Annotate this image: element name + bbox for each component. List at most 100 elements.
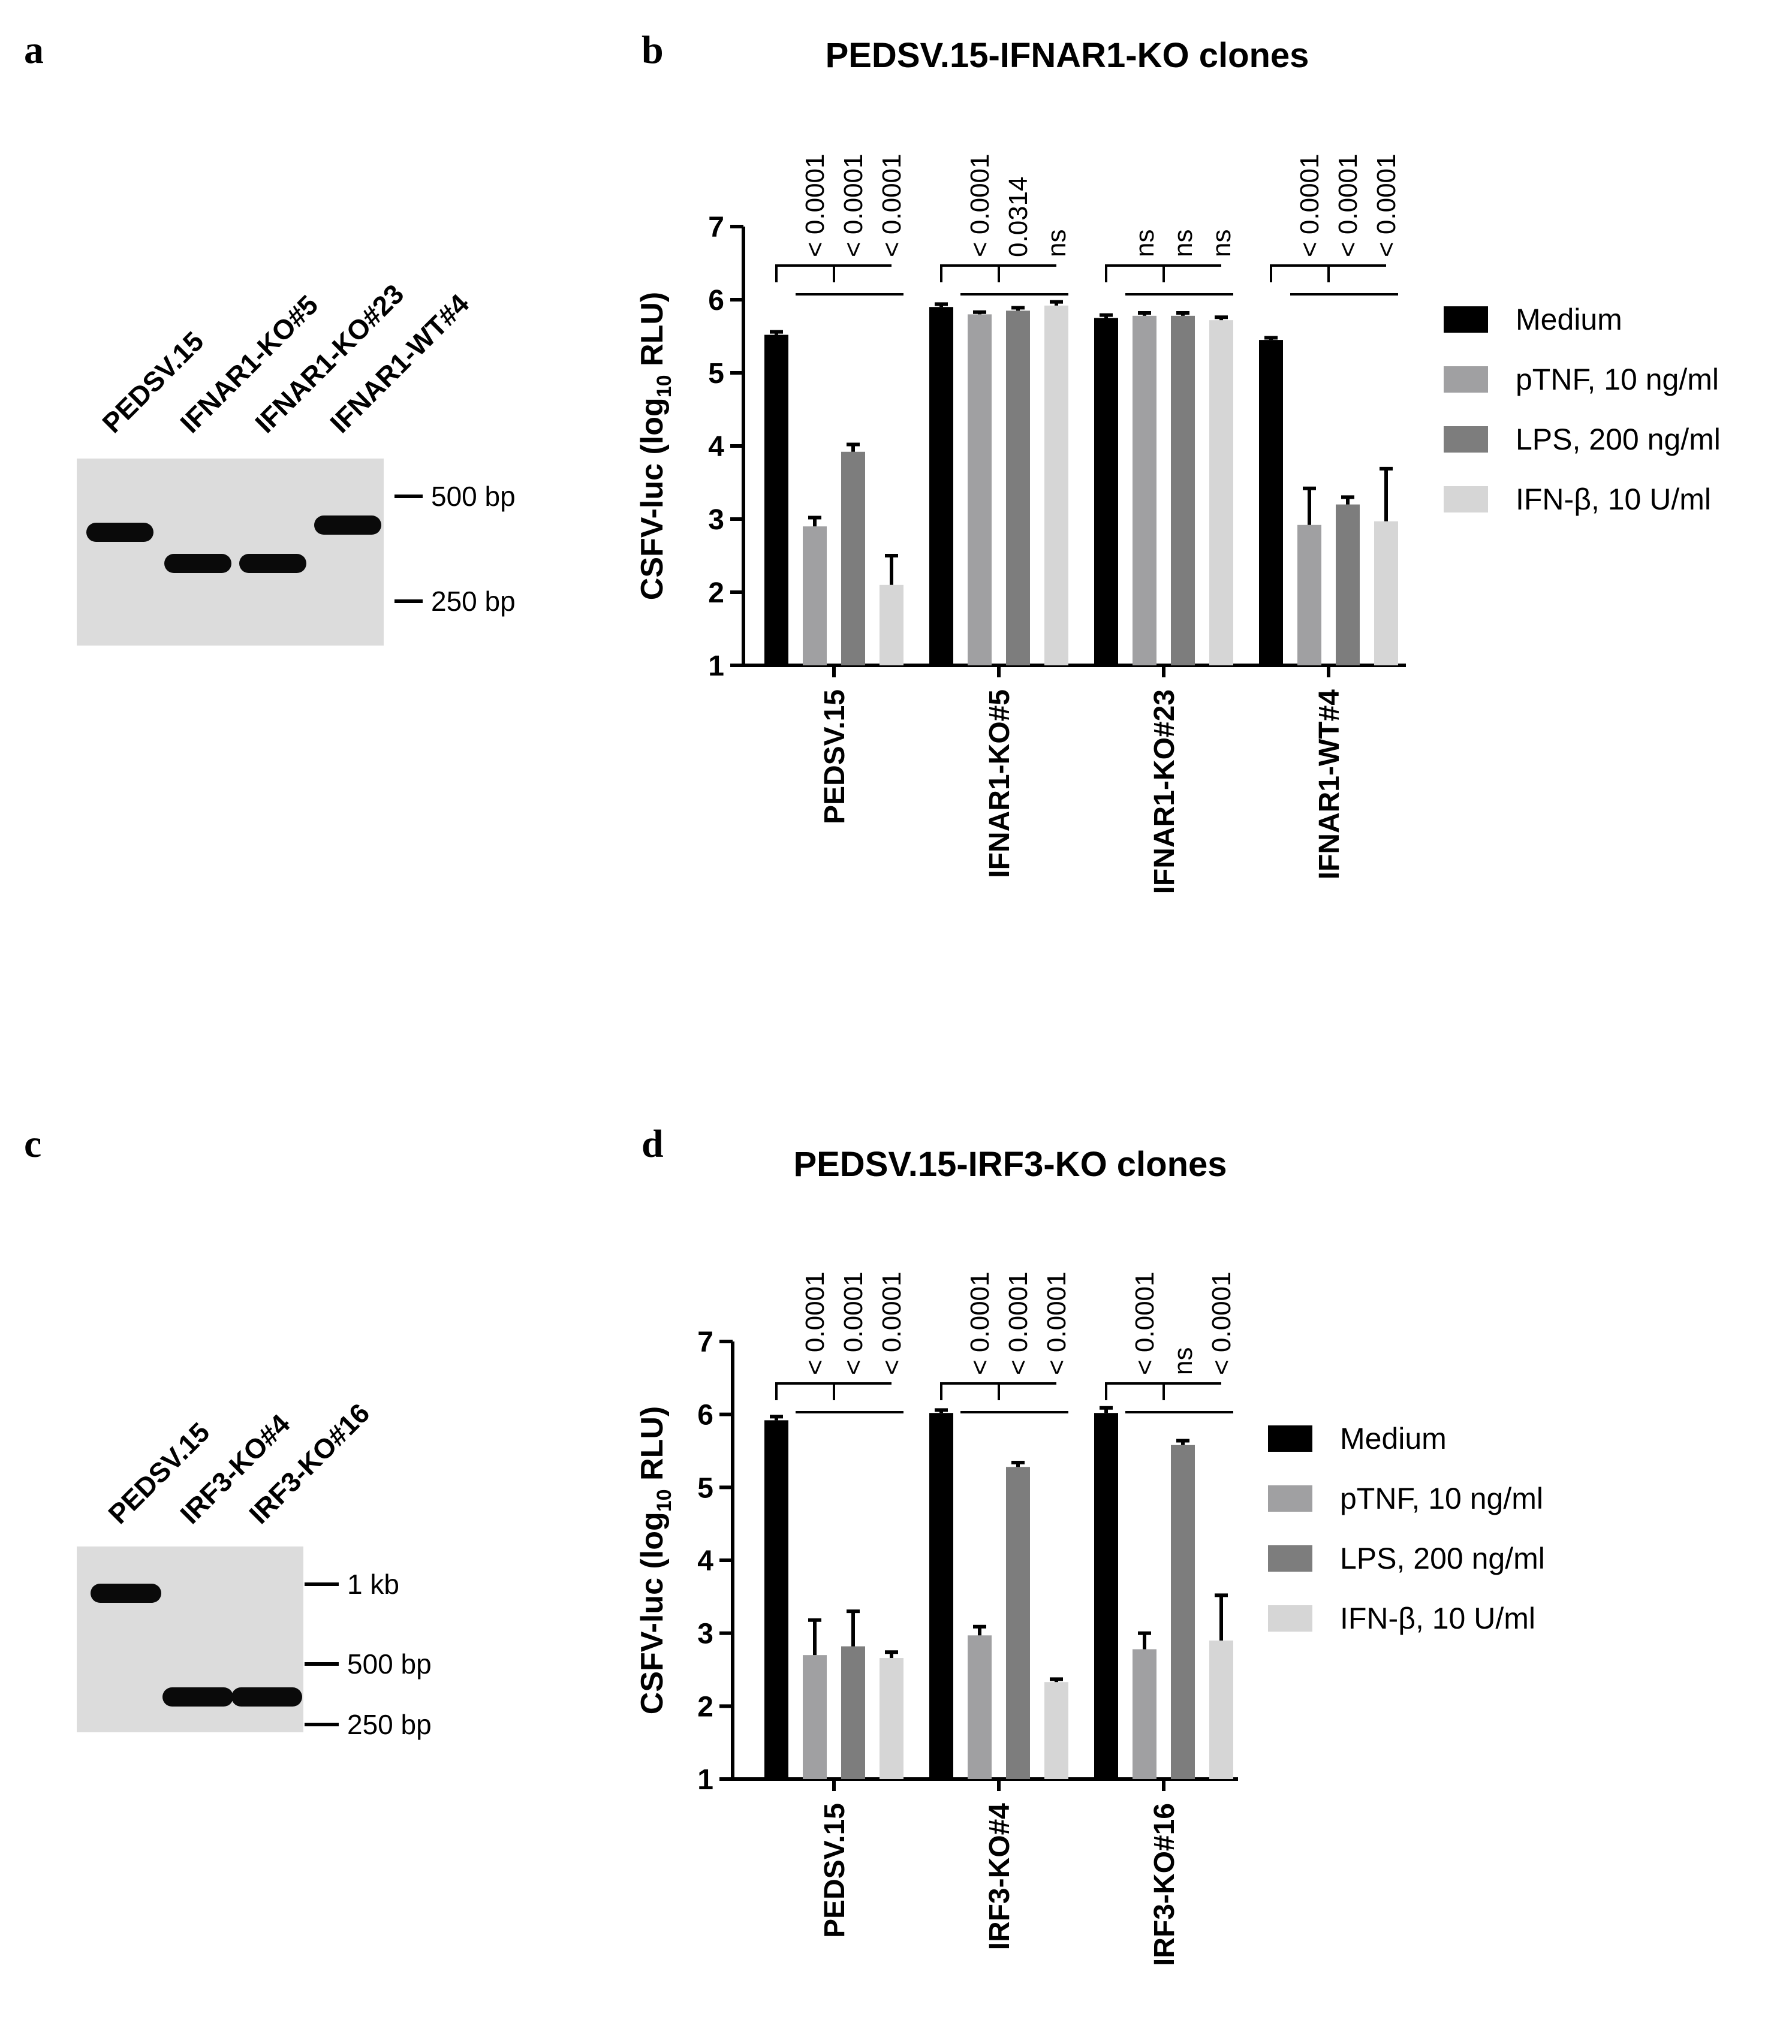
y-tick-label: 5	[708, 358, 724, 390]
x-tick-label: IRF3-KO#16	[1149, 1803, 1180, 1966]
significance-bracket	[940, 264, 1056, 282]
significance-bracket	[940, 1382, 1056, 1400]
p-value-label: < 0.0001	[1130, 1272, 1159, 1376]
significance-bracket	[1270, 264, 1386, 282]
p-value-label: < 0.0001	[800, 154, 830, 258]
p-value-label: < 0.0001	[1042, 1272, 1071, 1376]
gel-band	[86, 523, 153, 542]
legend-swatch	[1268, 1605, 1312, 1632]
p-value-label: < 0.0001	[1372, 154, 1401, 258]
y-tick-label: 7	[708, 212, 724, 243]
y-tick-label: 1	[708, 650, 724, 682]
p-value-label: ns	[1207, 230, 1236, 257]
p-value-label: ns	[1042, 230, 1071, 257]
gel-image	[77, 459, 384, 646]
p-value-label: < 0.0001	[839, 154, 868, 258]
bar	[803, 1655, 827, 1779]
y-tick-label: 4	[708, 431, 724, 463]
bar	[929, 307, 953, 665]
bar	[1006, 1467, 1030, 1779]
p-value-label: ns	[1168, 230, 1198, 257]
gel-band	[91, 1584, 161, 1603]
panel-letter-a: a	[24, 28, 44, 72]
bar	[1297, 524, 1321, 665]
significance-bracket	[775, 264, 892, 282]
bar	[880, 1658, 903, 1779]
bar	[1094, 318, 1118, 665]
y-tick-label: 4	[697, 1545, 713, 1577]
y-axis-label-sub: 10	[653, 375, 676, 397]
marker-label: 500 bp	[347, 1648, 432, 1680]
p-value-label: ns	[1130, 230, 1159, 257]
gel-panel-a: PEDSV.15IFNAR1-KO#5IFNAR1-KO#23IFNAR1-WT…	[77, 278, 516, 646]
panel-letter-d: d	[641, 1122, 664, 1166]
bar	[1209, 1640, 1233, 1779]
bar	[1133, 1649, 1156, 1779]
y-axis-label-end: RLU)	[635, 292, 670, 375]
bar	[1044, 305, 1068, 665]
significance-bracket	[775, 1382, 892, 1400]
y-tick-label: 5	[697, 1472, 713, 1504]
bar	[764, 334, 788, 665]
p-value-label: < 0.0001	[1295, 154, 1324, 258]
bar	[803, 526, 827, 665]
y-tick-label: 1	[697, 1764, 713, 1796]
legend-label: Medium	[1516, 303, 1622, 336]
y-axis-label: CSFV-luc (log10 RLU)	[635, 292, 676, 600]
gel-lane-label: IRF3-KO#16	[243, 1397, 375, 1530]
legend-label: IFN-β, 10 U/ml	[1516, 483, 1711, 516]
p-value-label: 0.0314	[1004, 176, 1033, 257]
gel-band	[314, 515, 381, 535]
legend-label: pTNF, 10 ng/ml	[1340, 1482, 1543, 1515]
y-axis-label-main: CSFV-luc (log	[635, 397, 670, 600]
legend-label: pTNF, 10 ng/ml	[1516, 363, 1719, 396]
p-value-label: < 0.0001	[839, 1272, 868, 1376]
y-tick-label: 2	[708, 577, 724, 609]
bar	[1374, 521, 1398, 665]
bar	[1209, 320, 1233, 665]
bar	[764, 1420, 788, 1779]
gel-band	[239, 554, 306, 573]
legend-swatch	[1268, 1485, 1312, 1512]
gel-band	[231, 1687, 302, 1707]
chart-title: PEDSV.15-IFNAR1-KO clones	[826, 36, 1309, 75]
y-tick-label: 2	[697, 1691, 713, 1723]
bar	[968, 314, 992, 665]
p-value-label: ns	[1168, 1347, 1198, 1375]
y-axis-label: CSFV-luc (log10 RLU)	[635, 1406, 676, 1714]
legend-swatch	[1268, 1545, 1312, 1572]
p-value-label: < 0.0001	[800, 1272, 830, 1376]
p-value-label: < 0.0001	[965, 1272, 995, 1376]
legend-label: LPS, 200 ng/ml	[1516, 423, 1721, 456]
bar	[841, 1646, 865, 1779]
bar	[1044, 1682, 1068, 1779]
p-value-label: < 0.0001	[877, 154, 906, 258]
bar-chart-d: PEDSV.15-IRF3-KO clones CSFV-luc (log10 R…	[635, 1145, 1545, 1966]
y-tick-label: 6	[708, 285, 724, 316]
bar	[1006, 310, 1030, 665]
p-value-label: < 0.0001	[1004, 1272, 1033, 1376]
y-axis-label-main: CSFV-luc (log	[635, 1512, 670, 1714]
chart-title: PEDSV.15-IRF3-KO clones	[793, 1145, 1227, 1184]
p-value-label: < 0.0001	[1207, 1272, 1236, 1376]
legend-swatch	[1268, 1425, 1312, 1452]
legend-label: LPS, 200 ng/ml	[1340, 1542, 1545, 1575]
p-value-label: < 0.0001	[877, 1272, 906, 1376]
p-value-label: < 0.0001	[1333, 154, 1363, 258]
y-tick-label: 7	[697, 1327, 713, 1358]
bar	[1259, 340, 1283, 665]
legend-swatch	[1444, 366, 1488, 393]
legend-label: Medium	[1340, 1422, 1447, 1455]
bar	[1094, 1413, 1118, 1779]
y-axis-label-end: RLU)	[635, 1406, 670, 1490]
bar	[968, 1635, 992, 1779]
x-tick-label: IFNAR1-KO#5	[984, 689, 1016, 878]
legend-swatch	[1444, 306, 1488, 333]
x-tick-label: PEDSV.15	[819, 689, 851, 824]
x-tick-label: IFNAR1-KO#23	[1149, 689, 1180, 894]
legend-swatch	[1444, 426, 1488, 453]
gel-band	[162, 1687, 233, 1707]
x-tick-label: IRF3-KO#4	[984, 1803, 1016, 1950]
bar	[880, 584, 903, 665]
marker-label: 250 bp	[431, 586, 516, 617]
